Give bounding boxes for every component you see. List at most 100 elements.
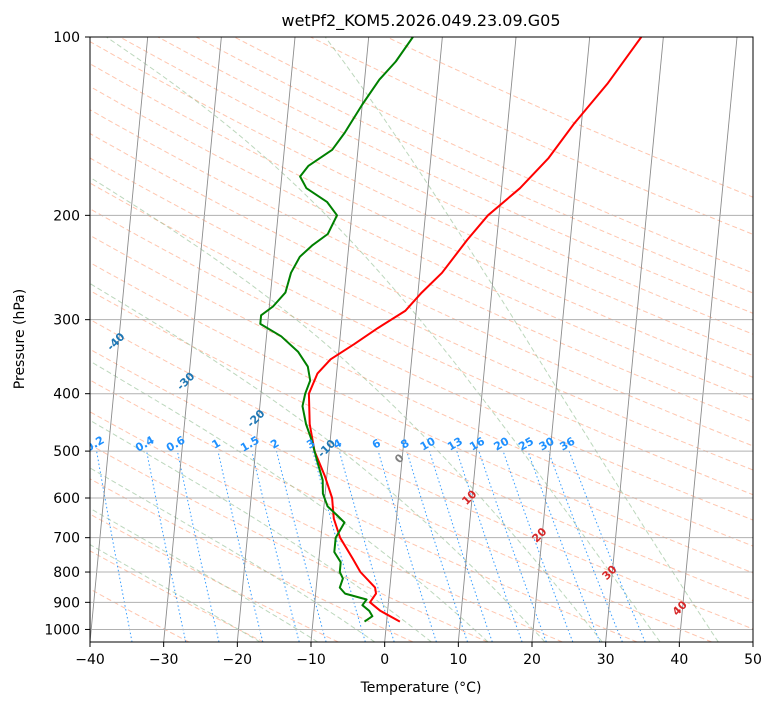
moist-adiabat [90, 543, 261, 642]
sounding-profiles [259, 37, 643, 623]
moist-adiabat [106, 37, 661, 642]
dry-adiabat [90, 411, 563, 642]
isotherm-line [605, 37, 664, 642]
isotherm-label: -20 [244, 407, 267, 430]
dry-adiabat [90, 208, 753, 521]
dry-adiabat [90, 109, 753, 424]
dry-adiabat [90, 550, 264, 642]
x-tick-label: 40 [670, 652, 688, 668]
dry-adiabat [90, 588, 190, 642]
mixing-ratio-line [276, 450, 327, 642]
moist-adiabat [90, 467, 376, 642]
y-tick-label: 1000 [44, 622, 80, 638]
moist-adiabat [90, 282, 546, 642]
moist-adiabat [324, 37, 719, 642]
isotherm-line [310, 37, 370, 642]
x-tick-label: −30 [149, 652, 179, 668]
isotherm-line [236, 37, 296, 642]
mixing-ratio-line [568, 450, 646, 642]
moist-adiabat [90, 419, 432, 642]
dry-adiabat [90, 63, 753, 378]
dry-adiabat [90, 379, 638, 642]
isotherm-label: -30 [174, 370, 197, 393]
y-tick-label: 900 [53, 595, 80, 611]
moist-adiabat [90, 360, 489, 642]
y-tick-label: 200 [53, 208, 80, 224]
temperature-profile [307, 37, 643, 623]
isotherm-line [90, 37, 149, 642]
y-axis-title: Pressure (hPa) [12, 289, 28, 389]
reference-labels: 0.10.20.40.611.52346810131620253036-100-… [35, 288, 690, 618]
dry-adiabat [90, 41, 753, 357]
isotherm-label: 30 [600, 563, 620, 583]
y-tick-label: 100 [53, 30, 80, 46]
isotherm-label: -40 [104, 330, 127, 353]
mixing-ratio-line [312, 450, 366, 642]
x-tick-label: −20 [223, 652, 253, 668]
isotherm-label: 40 [670, 598, 690, 618]
dry-adiabat [90, 157, 753, 471]
y-tick-label: 300 [53, 313, 80, 329]
mixing-ratio-line [478, 450, 547, 642]
y-tick-label: 400 [53, 387, 80, 403]
x-axis-title: Temperature (°C) [360, 680, 482, 696]
moist-adiabat [90, 176, 603, 642]
pressure-gridlines [90, 37, 753, 630]
isotherm-line [531, 37, 591, 642]
mixing-ratio-line [547, 450, 623, 642]
mixing-ratio-line [146, 451, 187, 642]
isotherm-line [163, 37, 222, 642]
background-lines [90, 37, 753, 642]
dry-adiabat [90, 133, 753, 447]
dry-adiabat [90, 444, 488, 642]
mixing-ratio-line [176, 450, 220, 642]
y-tick-label: 700 [53, 531, 80, 547]
dry-adiabat [90, 318, 753, 630]
x-tick-label: 10 [449, 652, 467, 668]
isotherm-line [457, 37, 517, 642]
dry-adiabat [90, 348, 712, 642]
mixing-ratio-line [96, 451, 133, 642]
y-tick-label: 500 [53, 444, 80, 460]
dry-adiabat [310, 37, 753, 235]
x-tick-label: 30 [597, 652, 615, 668]
dry-adiabat [157, 37, 753, 314]
x-tick-label: 50 [744, 652, 762, 668]
dewpoint-profile [259, 37, 414, 623]
axes: −40 −30 −20 −10 0 10 20 30 40 5010020030040050060… [44, 30, 762, 668]
y-tick-label: 800 [53, 565, 80, 581]
isotherm-label: 0 [392, 451, 407, 466]
mixing-ratio-line [406, 450, 468, 642]
x-tick-label: 20 [523, 652, 541, 668]
moist-adiabat [90, 507, 319, 642]
mixing-ratio-line [377, 450, 437, 642]
isotherm-label: 20 [529, 525, 549, 545]
x-tick-label: −10 [296, 652, 326, 668]
x-tick-label: 0 [380, 652, 389, 668]
isotherm-line [384, 37, 443, 642]
mixing-ratio-line [217, 450, 264, 642]
mixing-ratio-line [456, 450, 523, 642]
dry-adiabat [90, 234, 753, 547]
isotherm-line [678, 37, 738, 642]
mixing-ratio-line [429, 450, 493, 642]
mixing-ratio-label: 6 [370, 436, 383, 451]
isotherm-label: 10 [459, 487, 479, 507]
dry-adiabat [90, 513, 339, 642]
plot-frame [89, 36, 754, 643]
dry-adiabat [119, 37, 753, 335]
chart-title: wetPf2_KOM5.2026.049.23.09.G05 [281, 11, 560, 31]
isotherm-line [752, 637, 753, 642]
y-tick-label: 600 [53, 491, 80, 507]
isotherm-label: -50 [35, 288, 58, 311]
mixing-ratio-line [527, 450, 601, 642]
dry-adiabat [90, 262, 753, 574]
mixing-ratio-line [251, 450, 300, 642]
mixing-ratio-line [502, 450, 574, 642]
dry-adiabat [234, 37, 753, 274]
mixing-ratio-label: 1 [210, 437, 223, 452]
dry-adiabat [90, 85, 753, 401]
x-tick-label: −40 [75, 652, 105, 668]
dry-adiabat [90, 290, 753, 602]
